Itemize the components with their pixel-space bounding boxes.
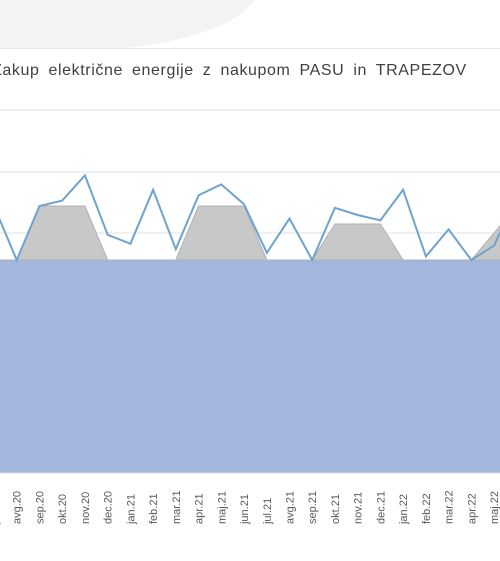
x-tick-label: jul.20: [0, 498, 1, 525]
x-tick-label: feb.22: [421, 493, 433, 524]
x-tick-label: mar.22: [444, 490, 456, 524]
x-tick-label: apr.21: [194, 493, 206, 524]
base-area: [0, 260, 500, 473]
line-series: [0, 173, 500, 263]
x-tick-label: jul.21: [262, 498, 274, 525]
x-tick-label: avg.21: [284, 491, 296, 524]
x-tick-label: feb.21: [148, 493, 160, 524]
x-tick-label: dec.20: [103, 491, 115, 524]
x-tick-label: dec.21: [375, 491, 387, 524]
x-tick-label: jun.21: [239, 494, 251, 525]
x-tick-label: jan.22: [398, 494, 410, 525]
x-tick-labels: jul.20 avg.20 sep.20 okt.20 nov.20 dec.20 jan.…: [0, 490, 500, 525]
x-tick-label: sep.21: [307, 491, 319, 524]
x-tick-label: nov.21: [353, 492, 365, 524]
x-tick-label: maj.22: [489, 491, 500, 524]
x-tick-label: nov.20: [80, 492, 92, 524]
x-tick-label: sep.20: [34, 491, 46, 524]
x-tick-label: apr.22: [466, 493, 478, 524]
x-tick-label: mar.21: [171, 490, 183, 524]
x-tick-label: avg.20: [12, 491, 24, 524]
band-series-area: [0, 205, 500, 261]
x-tick-label: jan.21: [125, 494, 137, 525]
x-tick-label: okt.21: [330, 494, 342, 524]
x-tick-label: maj.21: [216, 491, 228, 524]
chart-title: Zakup električne energije z nakupom PASU…: [0, 62, 467, 79]
x-tick-label: okt.20: [57, 494, 69, 524]
